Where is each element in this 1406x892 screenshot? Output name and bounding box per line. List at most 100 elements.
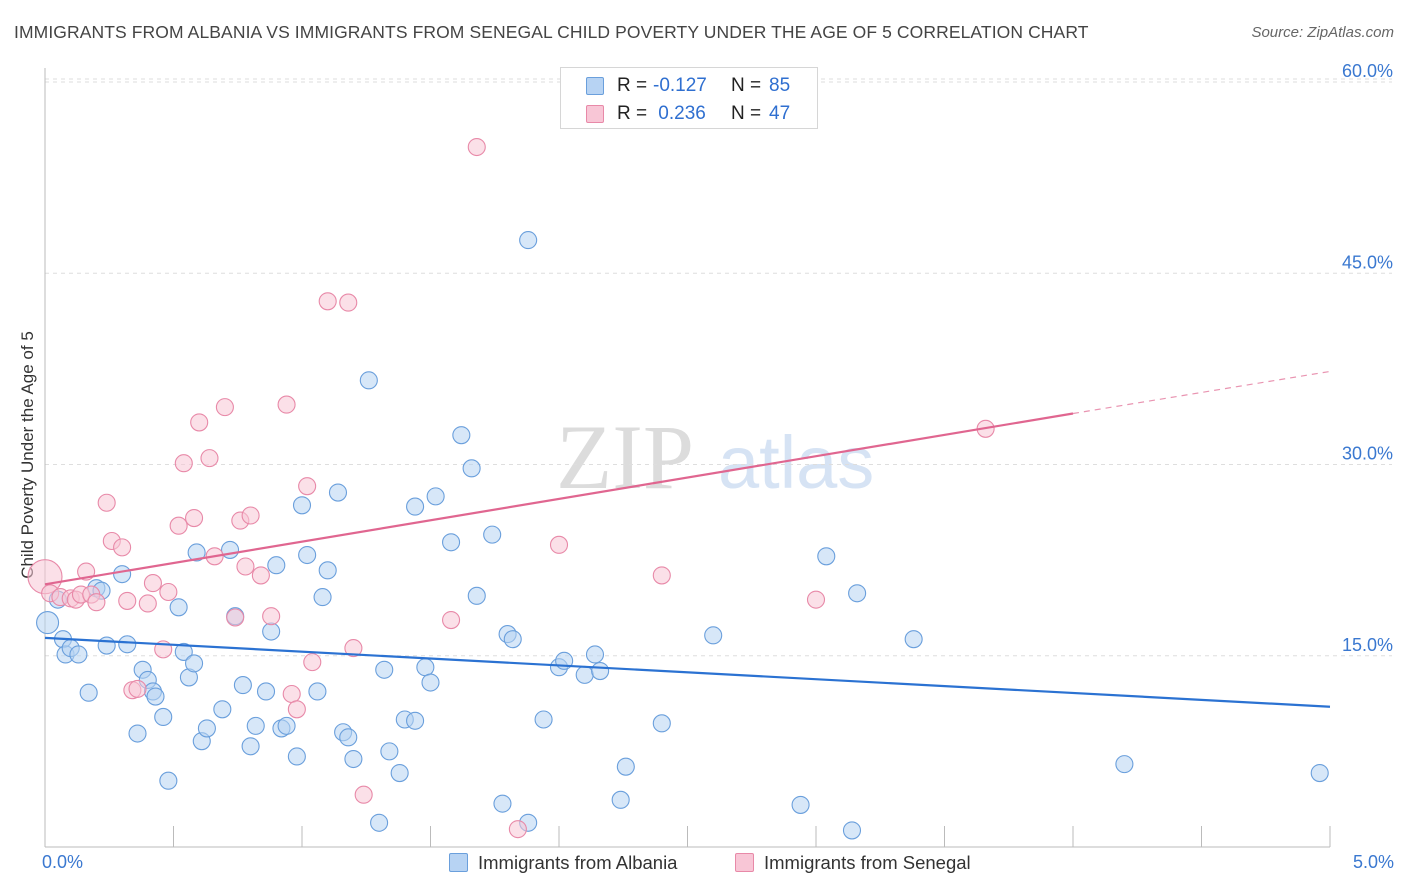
albania-r-value: -0.127 <box>653 75 707 96</box>
senegal-point <box>200 449 219 468</box>
senegal-n-value: 47 <box>769 103 791 124</box>
albania-point <box>904 630 923 649</box>
legend-r-label: R = <box>617 103 648 124</box>
legend-n-label: N = <box>731 103 762 124</box>
senegal-point <box>128 679 147 698</box>
legend-item-senegal: Immigrants from Senegal <box>735 852 971 874</box>
albania-legend-swatch <box>449 853 468 872</box>
senegal-point <box>652 566 671 585</box>
senegal-point <box>318 292 337 311</box>
albania-legend-label: Immigrants from Albania <box>478 852 678 873</box>
senegal-trend-line <box>44 412 1074 586</box>
legend-n-label: N = <box>731 75 762 96</box>
albania-point <box>370 813 389 832</box>
senegal-point <box>251 566 270 585</box>
albania-point <box>262 622 281 641</box>
albania-point <box>483 525 502 544</box>
senegal-point <box>215 398 234 417</box>
albania-point <box>69 645 88 664</box>
albania-point <box>585 645 605 664</box>
y-tick-label: 60.0% <box>1342 61 1393 81</box>
senegal-point <box>282 684 301 704</box>
albania-point <box>467 586 486 605</box>
albania-point <box>534 710 553 729</box>
senegal-point <box>174 454 193 473</box>
albania-point <box>146 687 165 706</box>
senegal-r-value: 0.236 <box>653 103 706 124</box>
senegal-point <box>190 413 209 432</box>
senegal-trend-extension <box>1072 370 1331 415</box>
y-tick-label: 15.0% <box>1342 635 1393 655</box>
chart-source: Source: ZipAtlas.com <box>1251 24 1394 41</box>
albania-point <box>36 611 60 635</box>
x-tick-label-min: 0.0% <box>42 852 84 872</box>
albania-point <box>339 728 358 747</box>
albania-point <box>292 496 312 515</box>
senegal-point <box>138 594 157 613</box>
senegal-point <box>97 493 116 512</box>
y-tick-labels: 15.0% 30.0% 45.0% 60.0% <box>1342 61 1393 655</box>
senegal-point <box>143 574 162 593</box>
senegal-point <box>185 508 204 528</box>
albania-point <box>452 426 471 445</box>
albania-point <box>246 716 265 735</box>
albania-point <box>159 771 178 790</box>
senegal-point <box>113 538 132 557</box>
albania-point <box>791 795 810 814</box>
senegal-point <box>549 535 569 554</box>
senegal-point <box>226 608 245 627</box>
watermark: ZIP atlas <box>556 406 874 508</box>
senegal-point <box>806 590 826 609</box>
watermark-atlas: atlas <box>718 421 874 504</box>
albania-point <box>185 654 204 673</box>
albania-point <box>118 635 137 654</box>
albania-point <box>616 757 635 776</box>
albania-point <box>817 547 836 566</box>
albania-point <box>848 584 867 603</box>
albania-point <box>426 487 445 506</box>
senegal-point <box>339 293 358 312</box>
albania-point <box>442 533 461 552</box>
albania-point <box>169 598 188 617</box>
albania-point <box>704 626 723 645</box>
albania-point <box>197 719 216 738</box>
senegal-point <box>159 582 178 602</box>
senegal-legend-label: Immigrants from Senegal <box>764 852 971 873</box>
legend-r-label: R = <box>617 75 648 96</box>
albania-point <box>611 790 630 809</box>
albania-point <box>220 540 240 559</box>
albania-point <box>652 714 671 733</box>
albania-point <box>406 711 425 730</box>
senegal-point <box>467 137 486 157</box>
albania-point <box>298 545 317 565</box>
albania-point <box>277 716 296 735</box>
senegal-point <box>262 607 281 626</box>
stats-legend: R = -0.127 N = 85 R = 0.236 N = 47 <box>560 67 818 129</box>
senegal-point <box>344 639 363 658</box>
senegal-point <box>277 395 296 414</box>
albania-point <box>842 821 862 840</box>
albania-point <box>241 737 260 756</box>
y-tick-label: 30.0% <box>1342 444 1393 464</box>
senegal-point <box>508 820 527 839</box>
albania-point <box>380 742 399 761</box>
albania-point <box>493 794 512 813</box>
albania-point <box>187 543 206 562</box>
albania-swatch <box>586 77 604 95</box>
albania-point <box>213 700 232 719</box>
albania-point <box>344 749 363 769</box>
legend-row-senegal: R = 0.236 N = 47 <box>561 102 817 128</box>
albania-point <box>128 724 147 743</box>
senegal-point <box>87 593 106 612</box>
albania-point <box>1115 755 1134 774</box>
albania-point <box>97 636 116 655</box>
albania-point <box>519 231 538 250</box>
albania-point <box>233 676 252 695</box>
albania-point <box>575 665 594 684</box>
albania-point <box>390 763 409 783</box>
senegal-swatch <box>586 105 604 123</box>
chart-title: IMMIGRANTS FROM ALBANIA VS IMMIGRANTS FR… <box>14 22 1089 42</box>
senegal-legend-swatch <box>735 853 754 872</box>
albania-point <box>113 565 132 584</box>
